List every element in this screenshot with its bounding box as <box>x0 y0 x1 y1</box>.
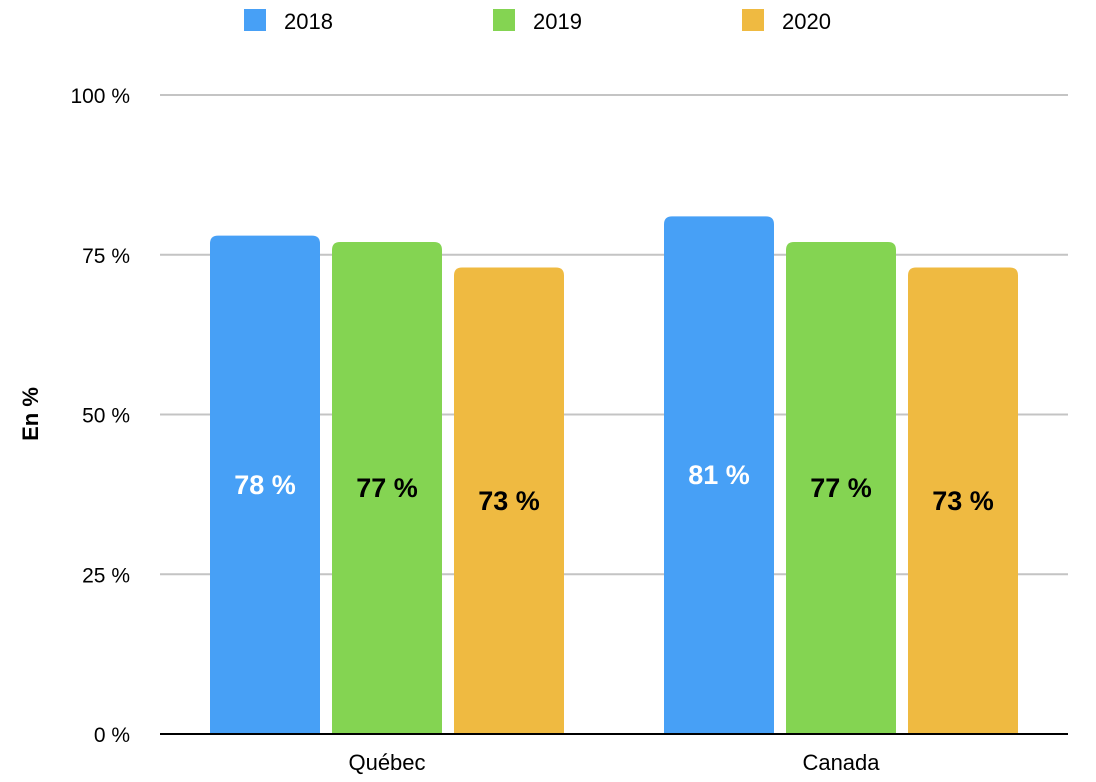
legend-label: 2020 <box>782 9 831 34</box>
legend-swatch-2020 <box>742 9 764 31</box>
legend-label: 2018 <box>284 9 333 34</box>
bar-2019-1 <box>786 241 896 734</box>
bar-2018-1 <box>664 216 774 734</box>
data-label: 73 % <box>932 486 994 516</box>
data-label: 73 % <box>478 486 540 516</box>
bars <box>210 216 1018 734</box>
bar-2019-0 <box>332 241 442 734</box>
y-tick-label: 50 % <box>82 405 130 428</box>
y-tick-label: 100 % <box>70 85 130 108</box>
data-label: 81 % <box>688 460 750 490</box>
y-tick-label: 0 % <box>94 724 130 747</box>
y-axis-label: En % <box>18 387 43 441</box>
y-axis-ticks: 0 % 25 % 50 % 75 % 100 % <box>70 85 130 747</box>
legend-swatch-2019 <box>493 9 515 31</box>
bar-2020-1 <box>908 267 1018 734</box>
bar-2018-0 <box>210 235 320 734</box>
legend-label: 2019 <box>533 9 582 34</box>
bar-2020-0 <box>454 267 564 734</box>
x-category-label: Québec <box>348 750 425 775</box>
y-tick-label: 25 % <box>82 564 130 587</box>
y-tick-label: 75 % <box>82 245 130 268</box>
data-label: 77 % <box>356 473 418 503</box>
x-category-label: Canada <box>802 750 880 775</box>
legend: 2018 2019 2020 <box>244 9 831 34</box>
x-axis-categories: Québec Canada <box>348 750 880 775</box>
data-label: 78 % <box>234 470 296 500</box>
legend-swatch-2018 <box>244 9 266 31</box>
data-label: 77 % <box>810 473 872 503</box>
data-labels: 78 % 77 % 73 % 81 % 77 % 73 % <box>234 460 994 516</box>
